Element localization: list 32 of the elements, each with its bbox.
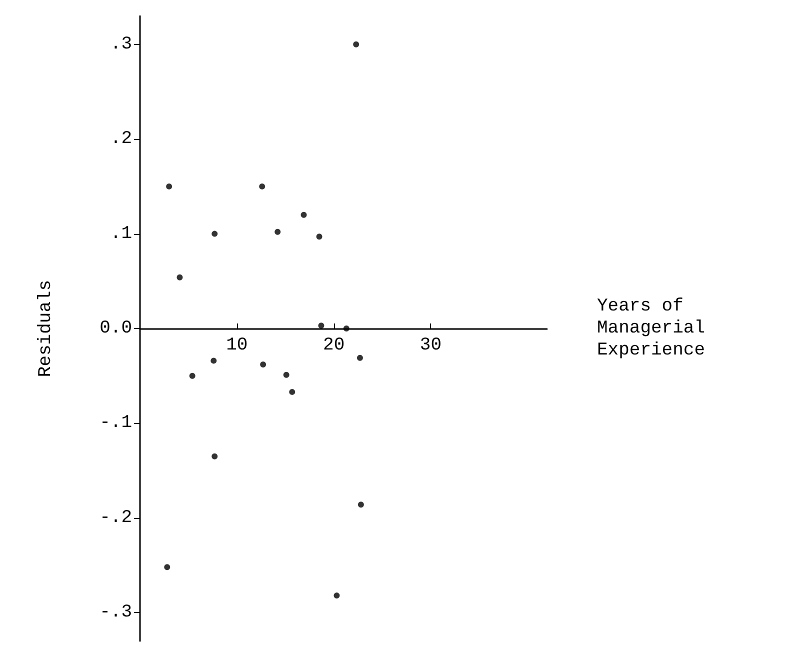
y-axis-title: Residuals [36, 280, 56, 378]
y-tick-label: .3 [110, 34, 132, 54]
point [259, 183, 266, 190]
point [283, 372, 290, 378]
point [353, 41, 360, 48]
point [316, 234, 322, 240]
point [289, 388, 296, 395]
point [164, 564, 170, 570]
point [212, 453, 218, 460]
y-tick-label: -.1 [100, 413, 132, 434]
point [318, 322, 324, 329]
point [356, 354, 363, 361]
y-tick-label: .2 [110, 129, 132, 150]
x-tick-label: 30 [420, 336, 442, 356]
point [274, 228, 281, 235]
y-tick-label: -.2 [100, 508, 132, 528]
point [343, 326, 350, 332]
point [189, 372, 196, 379]
point [300, 212, 307, 218]
x-tick-label: 20 [323, 336, 345, 356]
y-tick-label: .1 [110, 224, 132, 244]
y-tick-label: 0.0 [100, 318, 132, 338]
x-axis-title: Years of Managerial Experience [597, 296, 706, 360]
point [176, 274, 183, 280]
point [260, 361, 266, 368]
point [210, 358, 217, 364]
point [334, 592, 340, 599]
point [212, 230, 218, 237]
x-tick-label: 10 [226, 336, 248, 356]
point [166, 183, 172, 190]
y-tick-label: -.3 [100, 602, 132, 623]
point [358, 502, 364, 508]
